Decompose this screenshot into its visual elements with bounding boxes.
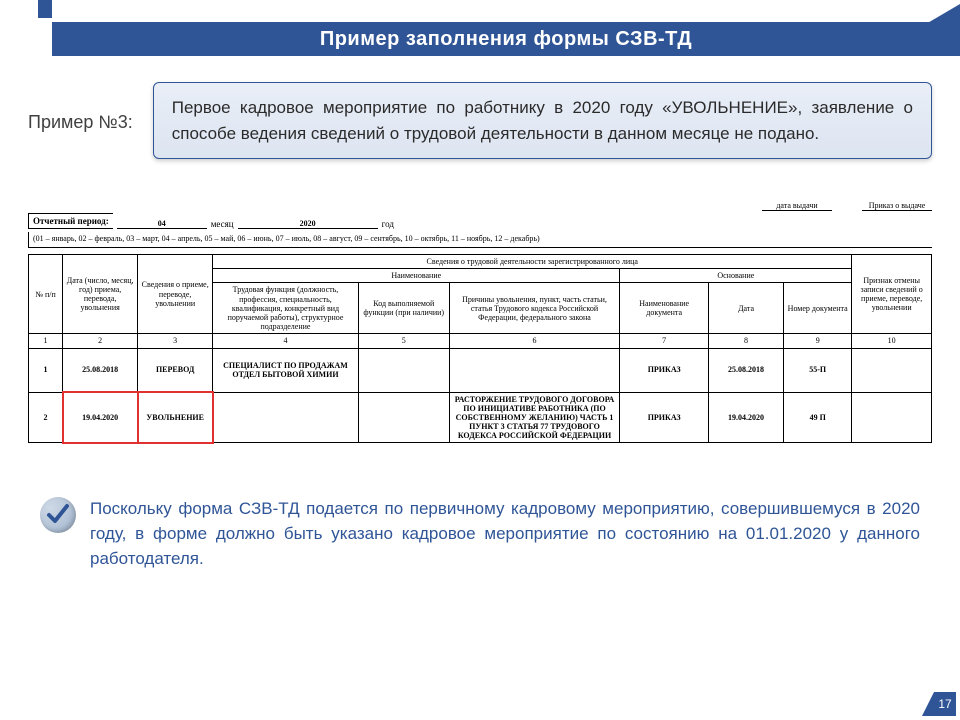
cell: 55-П	[784, 348, 852, 392]
th-5: Код выполняемой функции (при наличии)	[358, 283, 449, 334]
page-title: Пример заполнения формы СЗВ-ТД	[320, 28, 692, 51]
colnum: 9	[784, 334, 852, 348]
period-year-value: 2020	[238, 219, 378, 229]
cell: 19.04.2020	[709, 392, 784, 443]
colnum: 2	[63, 334, 138, 348]
cell-highlight: УВОЛЬНЕНИЕ	[138, 392, 213, 443]
th-1: № п/п	[29, 255, 63, 334]
signature-row: дата выдачи Приказ о выдаче	[28, 201, 932, 211]
colnum: 4	[213, 334, 359, 348]
content: Пример №3: Первое кадровое мероприятие п…	[0, 56, 960, 571]
cell: ПЕРЕВОД	[138, 348, 213, 392]
checkmark-icon	[40, 497, 76, 533]
period-month-value: 04	[117, 219, 207, 229]
cell	[213, 392, 359, 443]
cell: ПРИКАЗ	[620, 348, 709, 392]
th-4: Трудовая функция (должность, профессия, …	[213, 283, 359, 334]
cell	[358, 392, 449, 443]
cell: РАСТОРЖЕНИЕ ТРУДОВОГО ДОГОВОРА ПО ИНИЦИА…	[449, 392, 620, 443]
accent-block	[38, 0, 52, 18]
th-group-basis: Основание	[620, 269, 852, 283]
period-line: Отчетный период: 04 месяц 2020 год	[28, 213, 932, 229]
example-label: Пример №3:	[28, 82, 133, 133]
cell: СПЕЦИАЛИСТ ПО ПРОДАЖАМ ОТДЕЛ БЫТОВОЙ ХИМ…	[213, 348, 359, 392]
th-3: Сведения о приеме, переводе, увольнении	[138, 255, 213, 334]
th-10: Признак отмены записи сведений о приеме,…	[852, 255, 932, 334]
period-year-word: год	[382, 219, 394, 229]
sig-date-label: дата выдачи	[762, 201, 832, 211]
th-7: Наименование документа	[620, 283, 709, 334]
footer-note-text: Поскольку форма СЗВ-ТД подается по перви…	[90, 497, 920, 571]
th-9: Номер документа	[784, 283, 852, 334]
colnum: 3	[138, 334, 213, 348]
cell: 25.08.2018	[709, 348, 784, 392]
cell: ПРИКАЗ	[620, 392, 709, 443]
period-month-word: месяц	[211, 219, 234, 229]
table-row: 1 25.08.2018 ПЕРЕВОД СПЕЦИАЛИСТ ПО ПРОДА…	[29, 348, 932, 392]
cell: 1	[29, 348, 63, 392]
colnum: 5	[358, 334, 449, 348]
page-number: 17	[934, 692, 956, 716]
main-table: № п/п Дата (число, месяц, год) приема, п…	[28, 254, 932, 443]
form-area: дата выдачи Приказ о выдаче Отчетный пер…	[28, 201, 932, 443]
months-note: (01 – январь, 02 – февраль, 03 – март, 0…	[28, 232, 932, 248]
th-2: Дата (число, месяц, год) приема, перевод…	[63, 255, 138, 334]
title-chevron	[902, 4, 960, 38]
th-8: Дата	[709, 283, 784, 334]
colnum: 10	[852, 334, 932, 348]
column-numbers-row: 1 2 3 4 5 6 7 8 9 10	[29, 334, 932, 348]
th-6: Причины увольнения, пункт, часть статьи,…	[449, 283, 620, 334]
cell-highlight: 19.04.2020	[63, 392, 138, 443]
callout-box: Первое кадровое мероприятие по работнику…	[153, 82, 932, 159]
colnum: 7	[620, 334, 709, 348]
cell: 49 П	[784, 392, 852, 443]
sig-order-label: Приказ о выдаче	[862, 201, 932, 211]
th-super: Сведения о трудовой деятельности зарегис…	[213, 255, 852, 269]
cell	[852, 392, 932, 443]
th-group-name: Наименование	[213, 269, 620, 283]
colnum: 6	[449, 334, 620, 348]
cell: 25.08.2018	[63, 348, 138, 392]
footer-note: Поскольку форма СЗВ-ТД подается по перви…	[40, 497, 920, 571]
period-label: Отчетный период:	[28, 213, 113, 229]
callout-text: Первое кадровое мероприятие по работнику…	[172, 98, 913, 143]
cell	[358, 348, 449, 392]
cell	[852, 348, 932, 392]
table-row: 2 19.04.2020 УВОЛЬНЕНИЕ РАСТОРЖЕНИЕ ТРУД…	[29, 392, 932, 443]
top-bar	[0, 0, 960, 22]
title-band: Пример заполнения формы СЗВ-ТД	[52, 22, 960, 56]
cell: 2	[29, 392, 63, 443]
colnum: 1	[29, 334, 63, 348]
cell	[449, 348, 620, 392]
colnum: 8	[709, 334, 784, 348]
